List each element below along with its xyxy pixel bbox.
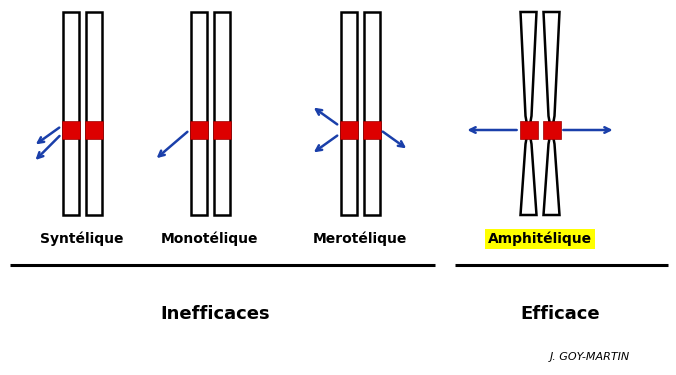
Bar — [191, 12, 206, 215]
Bar — [339, 121, 358, 139]
Bar — [364, 12, 379, 215]
Bar — [85, 12, 101, 215]
Bar — [362, 121, 381, 139]
Bar — [519, 121, 537, 139]
Text: J. GOY-MARTIN: J. GOY-MARTIN — [550, 352, 630, 362]
Bar — [62, 121, 80, 139]
Bar — [84, 121, 103, 139]
Polygon shape — [521, 12, 537, 215]
Text: Merotélique: Merotélique — [313, 232, 407, 246]
Text: Syntélique: Syntélique — [41, 232, 124, 246]
Bar — [189, 121, 208, 139]
Text: Efficace: Efficace — [521, 305, 600, 323]
Polygon shape — [544, 12, 560, 215]
Text: Inefficaces: Inefficaces — [160, 305, 270, 323]
Bar — [543, 121, 560, 139]
Bar — [212, 121, 231, 139]
Bar — [214, 12, 229, 215]
Bar — [62, 12, 78, 215]
Text: Monotélique: Monotélique — [162, 232, 259, 246]
Text: Amphitélique: Amphitélique — [488, 232, 592, 246]
Bar — [341, 12, 356, 215]
